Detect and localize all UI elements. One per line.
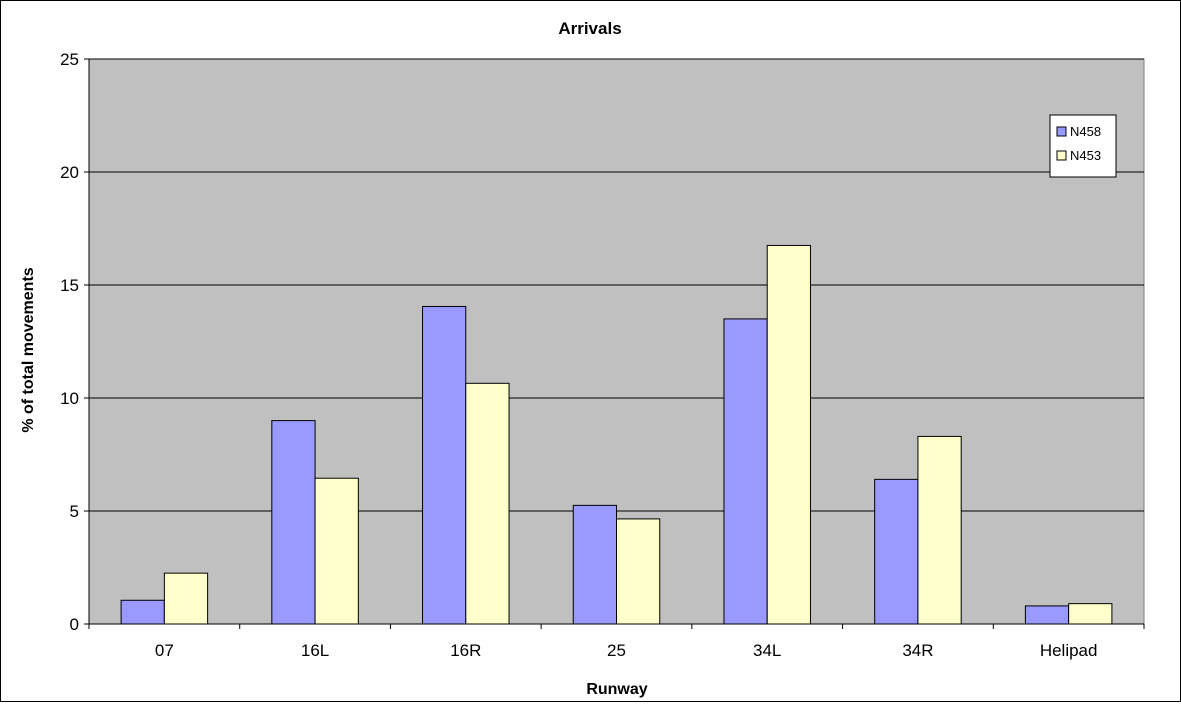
chart-title: Arrivals (558, 19, 621, 38)
gridlines (89, 58, 1144, 512)
y-tick-label: 20 (60, 163, 79, 182)
bar-n458-25 (572, 504, 617, 625)
bar-n453-34r (917, 435, 962, 625)
y-axis-label: % of total movements (20, 267, 37, 432)
bar-n458-34l (723, 318, 768, 625)
x-tick-label: 25 (607, 641, 626, 660)
bar-n453-helipad (1068, 603, 1113, 625)
y-tick-label: 5 (70, 502, 79, 521)
x-tick-label: 16L (301, 641, 329, 660)
axes (84, 58, 1145, 629)
legend-label: N458 (1070, 124, 1101, 139)
y-tick-label: 10 (60, 389, 79, 408)
bar-n453-16l (314, 477, 359, 625)
bar-n453-34l (766, 244, 811, 625)
legend-label: N453 (1070, 148, 1101, 163)
y-tick-label: 15 (60, 276, 79, 295)
x-tick-label: 16R (450, 641, 481, 660)
x-tick-label: Helipad (1040, 641, 1098, 660)
x-tick-labels: 07 16L 16R 25 34L 34R Helipad (155, 641, 1098, 660)
bar-n458-16l (271, 420, 316, 625)
y-tick-labels: 0 5 10 15 20 25 (60, 50, 79, 634)
x-axis-label: Runway (586, 681, 647, 698)
bar-n453-07 (163, 572, 209, 625)
bar-n458-helipad (1024, 605, 1070, 625)
bar-n458-34r (874, 478, 919, 625)
bar-n453-16r (465, 382, 510, 625)
bar-n458-07 (120, 599, 165, 625)
x-tick-label: 07 (155, 641, 174, 660)
y-tick-label: 0 (70, 615, 79, 634)
bar-n458-16r (422, 305, 467, 625)
legend-box (1049, 114, 1117, 178)
bar-n453-25 (616, 518, 661, 625)
legend-swatch (1056, 126, 1067, 137)
bars (120, 244, 1113, 625)
x-tick-label: 34R (902, 641, 933, 660)
y-tick-label: 25 (60, 50, 79, 69)
x-tick-label: 34L (753, 641, 781, 660)
legend-swatch (1056, 150, 1067, 161)
legend: N458 N453 (1049, 114, 1117, 178)
